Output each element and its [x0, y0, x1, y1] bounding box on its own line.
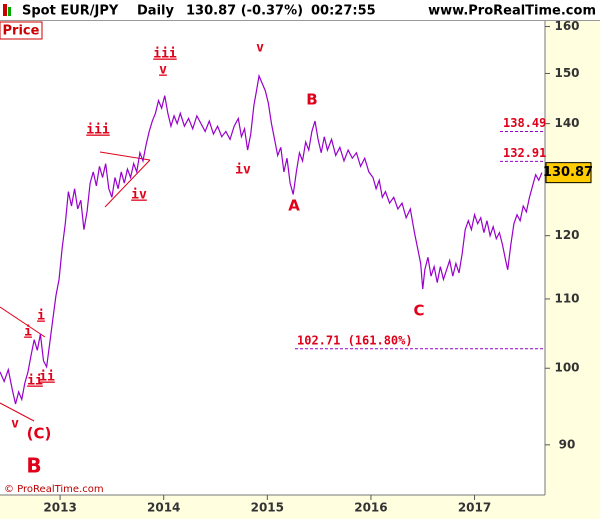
wave-label: C: [413, 302, 424, 320]
time: 00:27:55: [311, 4, 376, 19]
symbol: Spot EUR/JPY: [22, 4, 119, 19]
wave-label: iv: [235, 163, 251, 178]
y-tick-label: 120: [554, 228, 579, 242]
wave-label: v: [159, 63, 167, 78]
logo: [8, 7, 11, 16]
y-tick-label: 140: [554, 116, 579, 130]
wave-label: iv: [131, 188, 147, 203]
wave-label: B: [26, 454, 41, 478]
x-tick-label: 2013: [43, 501, 76, 515]
last-price-box: [545, 162, 592, 184]
copyright: © ProRealTime.com: [4, 484, 104, 495]
y-tick-label: 150: [554, 66, 579, 80]
x-tick-label: 2014: [147, 501, 180, 515]
wave-label: i: [24, 325, 32, 340]
level-label: 138.49: [503, 116, 546, 130]
quote: 130.87 (-0.37%): [186, 4, 303, 19]
wave-label: (C): [27, 425, 52, 443]
y-axis-panel: [545, 20, 600, 519]
wave-label: iii: [86, 123, 110, 138]
site: www.ProRealTime.com: [428, 4, 596, 19]
wave-label: B: [306, 91, 317, 109]
y-tick-label: 100: [554, 361, 579, 375]
wave-label: v: [11, 417, 19, 432]
wave-label: i: [37, 309, 45, 324]
wave-label: ii: [39, 370, 55, 385]
wave-label: ii: [27, 374, 43, 389]
wave-label: v: [256, 41, 264, 56]
wave-label: iii: [153, 47, 177, 62]
x-tick-label: 2016: [354, 501, 387, 515]
level-label: 132.91: [503, 146, 546, 160]
y-tick-label: 110: [554, 291, 579, 305]
level-label: 102.71 (161.80%): [297, 333, 413, 347]
y-tick-label: 160: [554, 19, 579, 33]
wave-label: A: [288, 197, 300, 215]
trend-line: [104, 159, 151, 208]
logo: [3, 4, 7, 16]
period: Daily: [137, 4, 174, 19]
panel-label: Price: [3, 24, 40, 39]
panel-label-box: [0, 21, 43, 40]
x-tick-label: 2017: [458, 501, 491, 515]
trend-line: [0, 402, 35, 422]
x-axis-panel: [0, 495, 600, 519]
y-tick-label: 90: [559, 437, 576, 451]
trend-line: [0, 306, 46, 338]
last-price-label: 130.87: [543, 165, 593, 180]
price-line: [0, 73, 543, 405]
x-tick-label: 2015: [251, 501, 284, 515]
